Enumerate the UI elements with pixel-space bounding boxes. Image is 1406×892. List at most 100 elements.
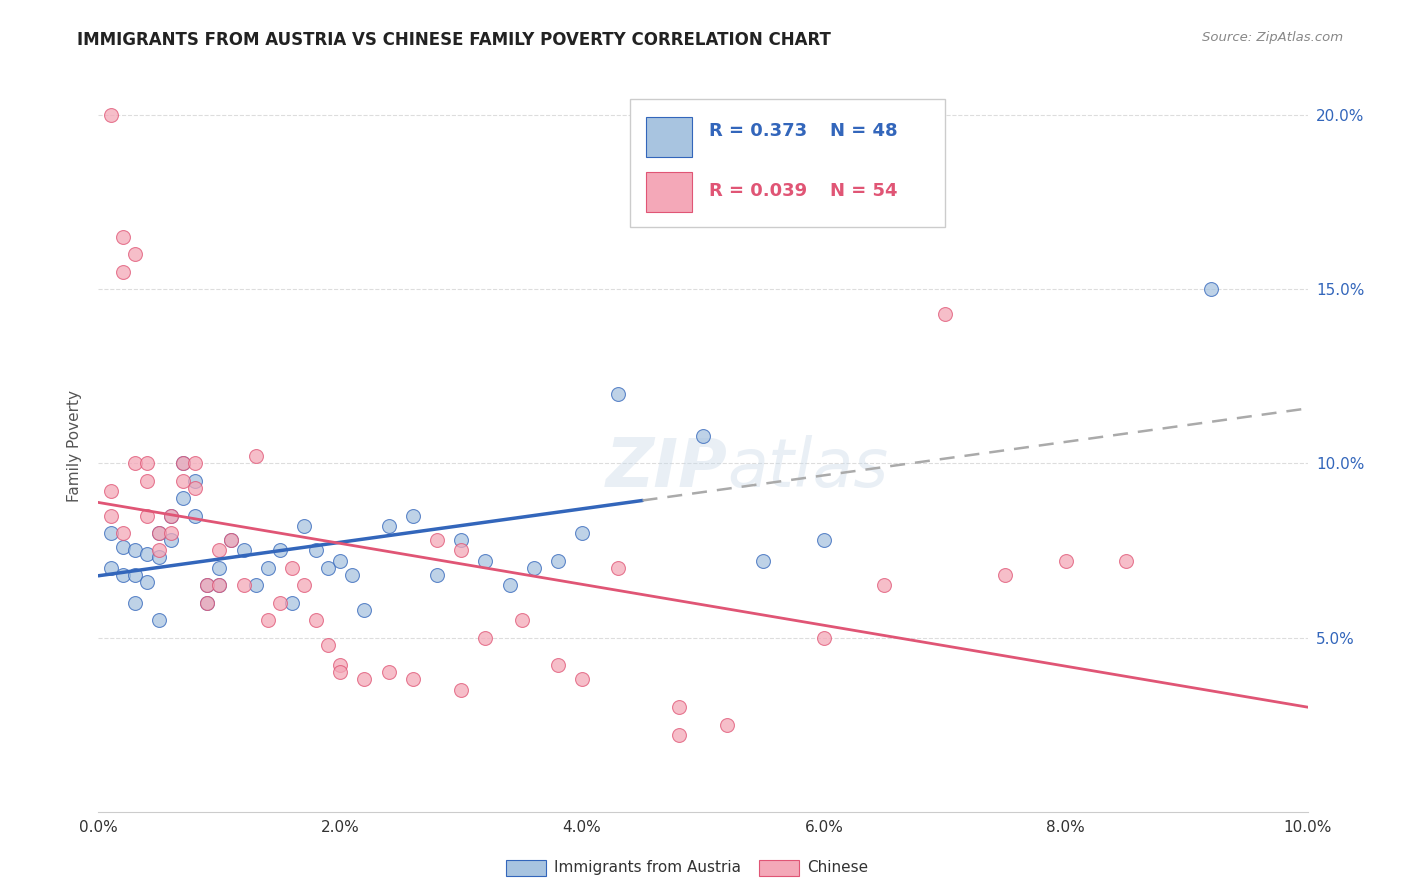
Point	[135, 547, 157, 561]
Point	[208, 543, 231, 558]
Point	[377, 519, 399, 533]
Point	[292, 519, 315, 533]
Point	[135, 574, 157, 589]
Point	[402, 673, 425, 687]
Point	[510, 613, 533, 627]
Point	[402, 508, 425, 523]
Point	[124, 567, 146, 582]
Text: atlas: atlas	[727, 435, 889, 501]
Point	[208, 561, 231, 575]
Point	[221, 533, 243, 547]
Point	[474, 554, 496, 568]
Point	[329, 658, 352, 673]
Point	[873, 578, 896, 592]
Point	[377, 665, 399, 680]
Point	[668, 700, 690, 714]
Bar	[647, 117, 692, 157]
Point	[111, 567, 134, 582]
Point	[607, 561, 630, 575]
Point	[124, 543, 146, 558]
Point	[752, 554, 775, 568]
Point	[1199, 282, 1222, 296]
Point	[450, 533, 472, 547]
Point	[474, 631, 496, 645]
Point	[148, 526, 170, 541]
Text: ZIP: ZIP	[606, 435, 727, 501]
Point	[148, 526, 170, 541]
Point	[135, 474, 157, 488]
Point	[523, 561, 546, 575]
Point	[111, 526, 134, 541]
Point	[184, 457, 207, 471]
Point	[498, 578, 520, 592]
Text: IMMIGRANTS FROM AUSTRIA VS CHINESE FAMILY POVERTY CORRELATION CHART: IMMIGRANTS FROM AUSTRIA VS CHINESE FAMIL…	[77, 31, 831, 49]
Point	[148, 613, 170, 627]
Point	[668, 728, 690, 742]
Point	[994, 567, 1017, 582]
Text: R = 0.373: R = 0.373	[709, 122, 807, 140]
Text: Source: ZipAtlas.com: Source: ZipAtlas.com	[1202, 31, 1343, 45]
Point	[353, 673, 375, 687]
Point	[135, 457, 157, 471]
Point	[426, 567, 449, 582]
Text: N = 54: N = 54	[830, 183, 897, 201]
Point	[813, 631, 835, 645]
Point	[305, 613, 328, 627]
Point	[1054, 554, 1077, 568]
Point	[160, 508, 183, 523]
Point	[281, 596, 304, 610]
Point	[184, 481, 207, 495]
Point	[184, 474, 207, 488]
Point	[172, 457, 194, 471]
Point	[195, 596, 218, 610]
Point	[160, 508, 183, 523]
Point	[172, 457, 194, 471]
Point	[245, 450, 267, 464]
Bar	[647, 171, 692, 212]
Point	[934, 307, 956, 321]
Point	[716, 717, 738, 731]
Text: Immigrants from Austria: Immigrants from Austria	[554, 861, 741, 875]
Point	[316, 638, 339, 652]
Text: N = 48: N = 48	[830, 122, 897, 140]
Point	[256, 561, 278, 575]
Text: Chinese: Chinese	[807, 861, 868, 875]
Point	[184, 508, 207, 523]
Point	[100, 484, 122, 499]
Point	[269, 596, 291, 610]
Point	[316, 561, 339, 575]
Point	[160, 526, 183, 541]
Point	[195, 596, 218, 610]
Point	[450, 543, 472, 558]
Point	[208, 578, 231, 592]
Point	[195, 578, 218, 592]
Point	[692, 428, 714, 442]
Point	[571, 526, 593, 541]
Point	[269, 543, 291, 558]
Point	[124, 457, 146, 471]
Point	[547, 554, 569, 568]
Point	[221, 533, 243, 547]
Point	[281, 561, 304, 575]
Point	[329, 554, 352, 568]
Point	[305, 543, 328, 558]
Point	[148, 550, 170, 565]
Point	[292, 578, 315, 592]
Point	[160, 533, 183, 547]
Point	[813, 533, 835, 547]
Point	[607, 386, 630, 401]
Point	[329, 665, 352, 680]
Point	[232, 543, 254, 558]
Point	[571, 673, 593, 687]
Point	[342, 567, 364, 582]
Point	[111, 230, 134, 244]
Point	[148, 543, 170, 558]
Point	[426, 533, 449, 547]
Point	[100, 108, 122, 122]
Point	[547, 658, 569, 673]
Text: R = 0.039: R = 0.039	[709, 183, 807, 201]
FancyBboxPatch shape	[630, 98, 945, 227]
Y-axis label: Family Poverty: Family Poverty	[67, 390, 83, 502]
Point	[450, 682, 472, 697]
Point	[195, 578, 218, 592]
